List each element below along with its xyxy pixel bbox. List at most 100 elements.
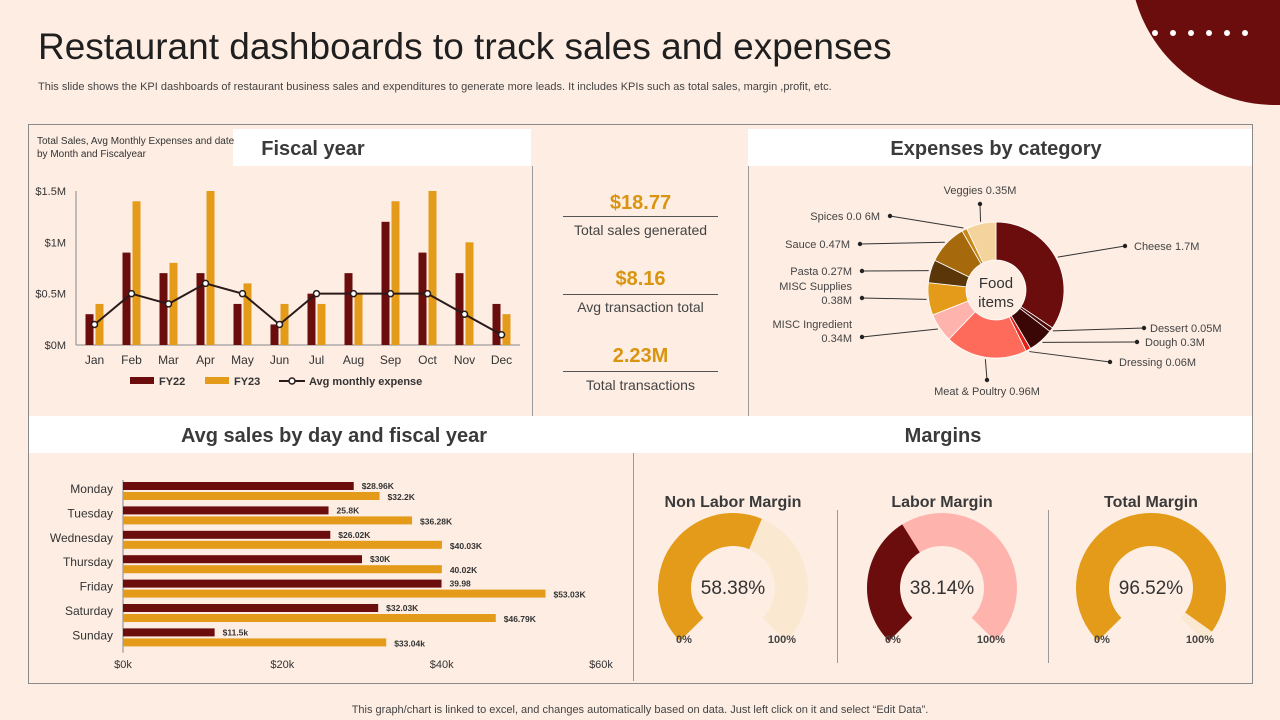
y-tick-label: $1M <box>45 237 66 249</box>
bar-value-label: 40.02K <box>450 565 478 575</box>
x-tick-label: $20k <box>270 659 294 671</box>
donut-leader-dot <box>859 295 865 301</box>
gauge-max-label: 100% <box>1186 634 1214 646</box>
x-tick-label: Dec <box>491 353 512 367</box>
avg-sales-heading: Avg sales by day and fiscal year <box>180 425 488 447</box>
y-tick-label: $0M <box>45 340 66 352</box>
bar-value-label: $30K <box>370 554 391 564</box>
donut-center-label: Food <box>979 275 1013 292</box>
corner-decoration <box>1130 0 1280 105</box>
bar-fy22 <box>85 314 94 345</box>
kpi-avg-transaction-label: Avg transaction total <box>577 299 704 315</box>
bar-value-label: 25.8K <box>337 505 361 515</box>
donut-slice-label: Dessert 0.05M <box>1150 323 1222 335</box>
donut-leader-line <box>1052 327 1145 332</box>
bar-fy22 <box>123 579 442 588</box>
gauge-value: 58.38% <box>701 578 766 599</box>
donut-leader-dot <box>984 377 990 383</box>
gauge-title: Labor Margin <box>891 494 992 511</box>
donut-leader-dot <box>1107 359 1113 365</box>
donut-slice-label: Dough 0.3M <box>1145 337 1205 349</box>
legend-label-fy23: FY23 <box>234 376 260 388</box>
bar-value-label: $32.03K <box>386 603 419 613</box>
donut-leader-line <box>984 359 988 381</box>
donut-center-label: items <box>978 294 1014 311</box>
avg-expense-point <box>127 289 136 298</box>
donut-leader-line <box>1029 351 1111 363</box>
expenses-header-band <box>748 129 1252 166</box>
x-tick-label: Feb <box>121 353 142 367</box>
fiscal-chart-note: Total Sales, Avg Monthly Expenses and da… <box>37 136 235 160</box>
bar-fy23 <box>123 614 496 622</box>
donut-leader-dot <box>887 213 893 219</box>
x-tick-label: Mar <box>158 353 179 367</box>
bar-fy22 <box>418 252 427 345</box>
gauge-min-label: 0% <box>1094 634 1110 646</box>
x-tick-label: Jan <box>85 353 104 367</box>
x-tick-label: $40k <box>430 659 454 671</box>
bar-fy22 <box>123 628 215 637</box>
margins-heading: Margins <box>904 425 982 447</box>
x-tick-label: Apr <box>196 353 215 367</box>
y-tick-label: $1.5M <box>35 186 66 198</box>
kpi-divider <box>563 216 718 217</box>
bar-fy23 <box>428 191 437 345</box>
lower-header-band <box>29 416 1252 453</box>
gauge-max-label: 100% <box>768 634 796 646</box>
donut-leader-line <box>861 328 938 338</box>
x-tick-label: Nov <box>454 353 475 367</box>
bar-value-label: $26.02K <box>338 530 371 540</box>
legend-swatch-point <box>288 377 296 385</box>
divider <box>1048 510 1049 663</box>
legend-swatch-fy22 <box>130 377 154 384</box>
avg-expense-line <box>93 282 502 336</box>
divider <box>633 453 634 681</box>
x-tick-label: Jun <box>270 353 289 367</box>
kpi-total-sales-value: $18.77 <box>609 192 672 214</box>
avg-expense-point <box>460 310 469 318</box>
donut-leader-dot <box>977 201 983 207</box>
bar-value-label: 39.98 <box>450 579 472 589</box>
dots-decoration <box>1152 30 1260 36</box>
bar-fy22 <box>123 506 329 515</box>
x-tick-label: Aug <box>343 353 364 367</box>
bar-fy23 <box>123 565 442 574</box>
bar-fy22 <box>307 293 316 345</box>
donut-slice-label-line: MISC Supplies <box>779 281 852 293</box>
day-label: Saturday <box>65 604 113 618</box>
bar-fy23 <box>132 201 141 345</box>
bar-fy23 <box>317 303 326 345</box>
bar-fy22 <box>196 273 205 345</box>
bar-value-label: $33.04k <box>394 638 425 648</box>
bar-fy23 <box>465 242 474 345</box>
gauge-value: 96.52% <box>1119 578 1184 599</box>
bar-fy22 <box>233 303 242 345</box>
donut-slice-label: Spices 0.0 6M <box>810 211 880 223</box>
donut-leader-line <box>861 297 927 300</box>
x-tick-label: $0k <box>114 659 132 671</box>
bar-fy22 <box>344 273 353 345</box>
donut-slice <box>995 221 1065 329</box>
kpi-divider <box>563 294 718 295</box>
margins-gauges: Non Labor Margin 58.38% 0% 100% Labor Margin… <box>658 494 1226 646</box>
donut-slice-label: Sauce 0.47M <box>785 239 850 251</box>
donut-leader-line <box>889 215 964 229</box>
bar-fy22 <box>123 604 379 612</box>
bar-value-label: $46.79K <box>504 614 537 624</box>
bar-value-label: $11.5k <box>223 627 249 637</box>
divider <box>532 166 533 416</box>
donut-slice-label: Dressing 0.06M <box>1119 357 1196 369</box>
donut-slice-label: Veggies 0.35M <box>944 185 1017 197</box>
bar-fy22 <box>159 273 168 345</box>
donut-slice-label: MISC Ingredient 0.34M <box>773 319 852 345</box>
bar-value-label: $32.2K <box>388 492 416 502</box>
bar-fy22 <box>123 555 362 564</box>
divider <box>748 166 749 416</box>
x-tick-label: $60k <box>589 659 613 671</box>
avg-expense-point <box>238 289 247 298</box>
bar-fy23 <box>123 589 546 598</box>
avg-expense-point <box>349 289 358 298</box>
bar-fy22 <box>455 273 464 345</box>
kpi-total-transactions-value: 2.23M <box>612 345 669 367</box>
kpi-avg-transaction-value: $8.16 <box>615 268 666 290</box>
